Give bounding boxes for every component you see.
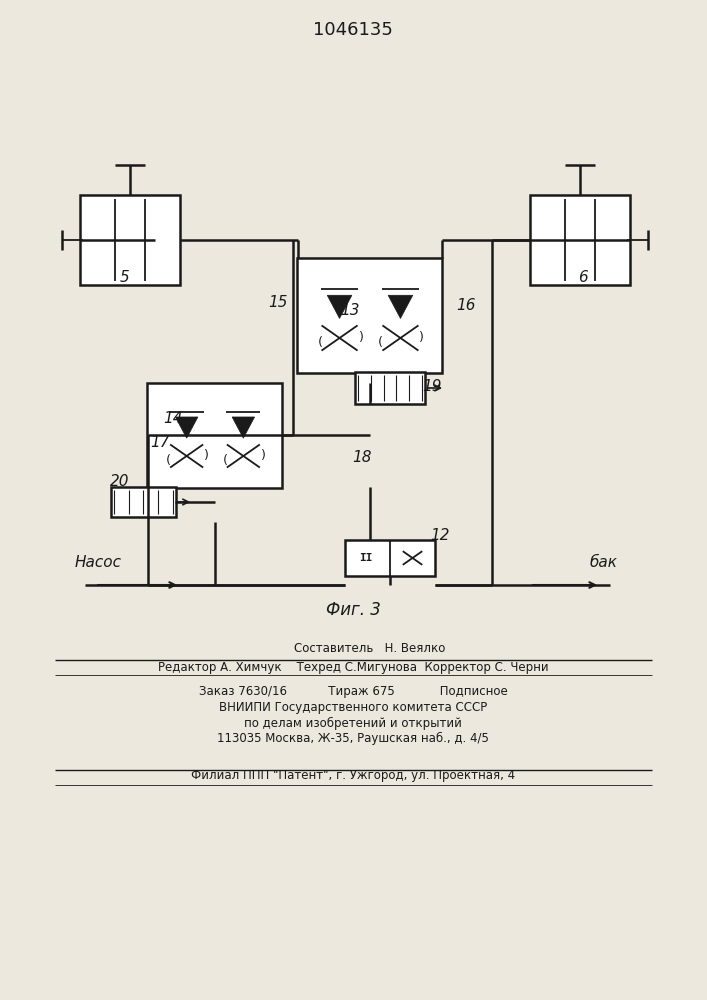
Bar: [355, 372, 425, 404]
Text: Заказ 7630/16           Тираж 675            Подписное: Заказ 7630/16 Тираж 675 Подписное: [199, 686, 508, 698]
Bar: [530, 195, 630, 285]
Text: 15: 15: [268, 295, 288, 310]
Text: 6: 6: [578, 270, 588, 285]
Polygon shape: [327, 295, 352, 318]
Text: 18: 18: [352, 450, 371, 465]
Text: Редактор А. Химчук    Техред С.Мигунова  Корректор С. Черни: Редактор А. Химчук Техред С.Мигунова Кор…: [158, 662, 549, 674]
Text: Фиг. 3: Фиг. 3: [325, 601, 380, 619]
Text: 19: 19: [422, 379, 441, 394]
Bar: [148, 382, 283, 488]
Polygon shape: [175, 417, 198, 438]
Text: II: II: [359, 553, 373, 563]
Text: 20: 20: [110, 474, 129, 489]
Text: 1046135: 1046135: [313, 21, 393, 39]
Text: ): ): [221, 450, 226, 462]
Polygon shape: [388, 295, 413, 318]
Text: ): ): [165, 450, 169, 462]
Bar: [80, 195, 180, 285]
Text: бак: бак: [590, 555, 618, 570]
Polygon shape: [232, 417, 255, 438]
Text: ВНИИПИ Государственного комитета СССР: ВНИИПИ Государственного комитета СССР: [219, 702, 487, 714]
Text: Насос: Насос: [75, 555, 122, 570]
Bar: [345, 540, 435, 576]
Text: ): ): [358, 332, 363, 344]
Text: Составитель   Н. Веялко: Составитель Н. Веялко: [294, 642, 445, 654]
Text: Филиал ППП "Патент", г. Ужгород, ул. Проектная, 4: Филиал ППП "Патент", г. Ужгород, ул. Про…: [191, 768, 515, 782]
Text: ): ): [419, 332, 424, 344]
Text: ): ): [316, 332, 320, 344]
Text: ): ): [377, 332, 382, 344]
Bar: [298, 257, 443, 372]
Text: 17: 17: [150, 435, 170, 450]
Text: по делам изобретений и открытий: по делам изобретений и открытий: [244, 716, 462, 730]
Text: 113035 Москва, Ж-35, Раушская наб., д. 4/5: 113035 Москва, Ж-35, Раушская наб., д. 4…: [217, 731, 489, 745]
Text: ): ): [204, 450, 209, 462]
Text: 16: 16: [456, 298, 476, 313]
Text: ): ): [261, 450, 266, 462]
Text: 14: 14: [163, 411, 182, 426]
Text: 5: 5: [120, 270, 130, 285]
Bar: [111, 487, 176, 517]
Text: 12: 12: [430, 528, 450, 543]
Text: 13: 13: [340, 303, 359, 318]
